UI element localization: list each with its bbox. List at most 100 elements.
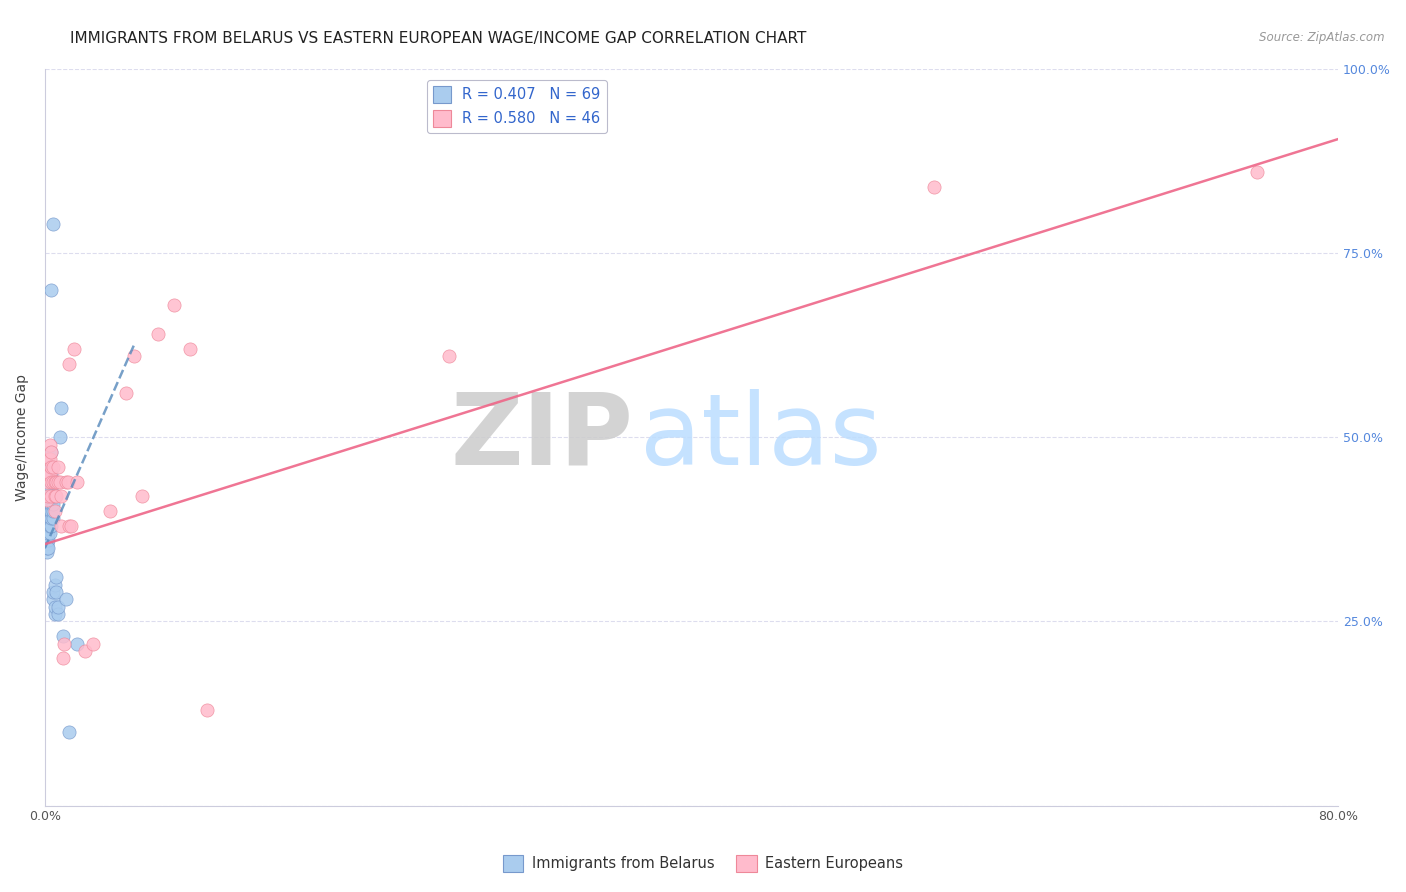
Point bbox=[42, 459, 65, 474]
Point bbox=[1246, 165, 1268, 179]
Point bbox=[146, 327, 169, 342]
Point bbox=[56, 475, 79, 489]
Point bbox=[44, 607, 66, 621]
Point bbox=[66, 475, 89, 489]
Point bbox=[66, 636, 89, 650]
Legend: Immigrants from Belarus, Eastern Europeans: Immigrants from Belarus, Eastern Europea… bbox=[496, 849, 910, 878]
Point bbox=[38, 459, 60, 474]
Point bbox=[58, 725, 80, 739]
Point bbox=[38, 482, 60, 496]
Point bbox=[41, 504, 63, 518]
Point bbox=[35, 515, 58, 529]
Point bbox=[42, 511, 65, 525]
Text: IMMIGRANTS FROM BELARUS VS EASTERN EUROPEAN WAGE/INCOME GAP CORRELATION CHART: IMMIGRANTS FROM BELARUS VS EASTERN EUROP… bbox=[70, 31, 807, 46]
Point bbox=[41, 467, 63, 482]
Point bbox=[38, 452, 60, 467]
Point bbox=[38, 475, 60, 489]
Point bbox=[44, 475, 66, 489]
Point bbox=[63, 342, 86, 356]
Point bbox=[55, 475, 77, 489]
Point bbox=[163, 298, 186, 312]
Point bbox=[41, 497, 63, 511]
Point bbox=[38, 489, 60, 503]
Point bbox=[35, 508, 58, 522]
Point bbox=[37, 533, 59, 548]
Point bbox=[38, 511, 60, 525]
Point bbox=[49, 401, 72, 415]
Point bbox=[38, 526, 60, 541]
Point bbox=[122, 349, 145, 363]
Point bbox=[37, 489, 59, 503]
Point bbox=[41, 482, 63, 496]
Point bbox=[37, 467, 59, 482]
Point bbox=[35, 504, 58, 518]
Point bbox=[35, 511, 58, 525]
Point bbox=[46, 475, 69, 489]
Point bbox=[41, 475, 63, 489]
Text: atlas: atlas bbox=[640, 389, 882, 486]
Point bbox=[114, 386, 136, 401]
Point bbox=[55, 592, 77, 607]
Point bbox=[37, 467, 59, 482]
Point bbox=[131, 489, 153, 503]
Point bbox=[37, 475, 59, 489]
Point bbox=[41, 459, 63, 474]
Point bbox=[37, 504, 59, 518]
Point bbox=[45, 570, 67, 584]
Point bbox=[45, 475, 67, 489]
Point bbox=[35, 523, 58, 537]
Point bbox=[35, 489, 58, 503]
Point bbox=[42, 217, 65, 231]
Text: ZIP: ZIP bbox=[450, 389, 634, 486]
Point bbox=[42, 504, 65, 518]
Point bbox=[38, 467, 60, 482]
Point bbox=[37, 482, 59, 496]
Point bbox=[35, 492, 58, 507]
Point bbox=[42, 585, 65, 599]
Point bbox=[38, 467, 60, 482]
Point bbox=[41, 459, 63, 474]
Y-axis label: Wage/Income Gap: Wage/Income Gap bbox=[15, 374, 30, 500]
Point bbox=[35, 530, 58, 544]
Point bbox=[58, 357, 80, 371]
Point bbox=[37, 452, 59, 467]
Point bbox=[82, 636, 104, 650]
Point bbox=[53, 636, 76, 650]
Point bbox=[37, 497, 59, 511]
Point bbox=[41, 489, 63, 503]
Point bbox=[41, 511, 63, 525]
Point bbox=[37, 459, 59, 474]
Point bbox=[195, 703, 218, 717]
Point bbox=[37, 489, 59, 503]
Point bbox=[48, 475, 70, 489]
Point bbox=[37, 511, 59, 525]
Point bbox=[179, 342, 201, 356]
Point bbox=[38, 504, 60, 518]
Point bbox=[52, 629, 75, 643]
Point bbox=[35, 497, 58, 511]
Point bbox=[52, 651, 75, 665]
Point bbox=[44, 577, 66, 591]
Point bbox=[46, 459, 69, 474]
Point bbox=[44, 504, 66, 518]
Point bbox=[35, 475, 58, 489]
Point bbox=[42, 489, 65, 503]
Point bbox=[35, 541, 58, 555]
Point bbox=[45, 585, 67, 599]
Point bbox=[35, 500, 58, 515]
Point bbox=[37, 526, 59, 541]
Point bbox=[41, 489, 63, 503]
Text: Source: ZipAtlas.com: Source: ZipAtlas.com bbox=[1260, 31, 1385, 45]
Point bbox=[44, 599, 66, 614]
Point bbox=[98, 504, 121, 518]
Point bbox=[48, 430, 70, 444]
Point bbox=[38, 497, 60, 511]
Point bbox=[49, 489, 72, 503]
Point bbox=[41, 475, 63, 489]
Point bbox=[37, 518, 59, 533]
Point bbox=[46, 599, 69, 614]
Point bbox=[59, 518, 82, 533]
Point bbox=[41, 445, 63, 459]
Point bbox=[46, 607, 69, 621]
Point bbox=[49, 518, 72, 533]
